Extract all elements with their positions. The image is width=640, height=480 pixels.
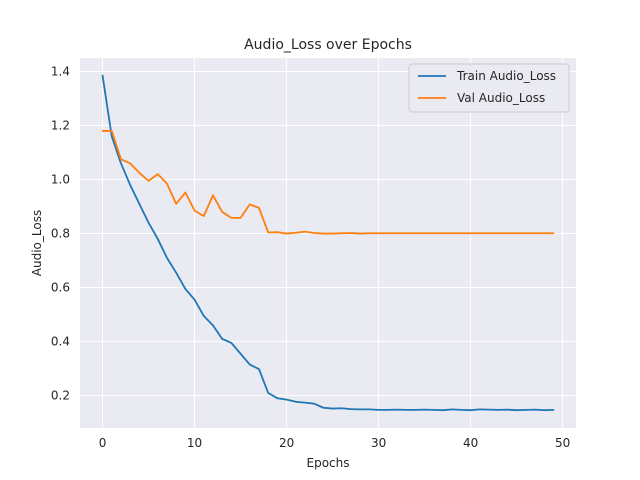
y-axis-label: Audio_Loss <box>30 210 44 276</box>
legend: Train Audio_Loss Val Audio_Loss <box>408 63 570 113</box>
y-tick-label: 1.4 <box>51 65 70 79</box>
y-tick-label: 0.2 <box>51 389 70 403</box>
y-tick-label: 1.0 <box>51 173 70 187</box>
series-lines <box>101 74 555 412</box>
plot-area <box>80 58 576 428</box>
y-tick-label: 0.6 <box>51 281 70 295</box>
y-tick-label: 0.8 <box>51 227 70 241</box>
x-tick-label: 40 <box>463 436 478 450</box>
legend-box <box>408 63 570 113</box>
x-tick-label: 0 <box>99 436 107 450</box>
x-axis-label: Epochs <box>307 456 350 470</box>
x-tick-label: 50 <box>555 436 570 450</box>
chart-title: Audio_Loss over Epochs <box>244 37 412 53</box>
x-tick-label: 30 <box>371 436 386 450</box>
legend-label-train: Train Audio_Loss <box>456 69 556 83</box>
val-loss-line <box>101 130 555 235</box>
y-tick-labels: 0.2 0.4 0.6 0.8 1.0 1.2 1.4 <box>51 65 70 403</box>
legend-label-val: Val Audio_Loss <box>457 91 545 105</box>
x-tick-labels: 0 10 20 30 40 50 <box>99 436 571 450</box>
y-tick-label: 0.4 <box>51 335 70 349</box>
train-loss-line <box>101 74 555 412</box>
x-tick-label: 10 <box>187 436 202 450</box>
y-tick-label: 1.2 <box>51 119 70 133</box>
x-tick-label: 20 <box>279 436 294 450</box>
